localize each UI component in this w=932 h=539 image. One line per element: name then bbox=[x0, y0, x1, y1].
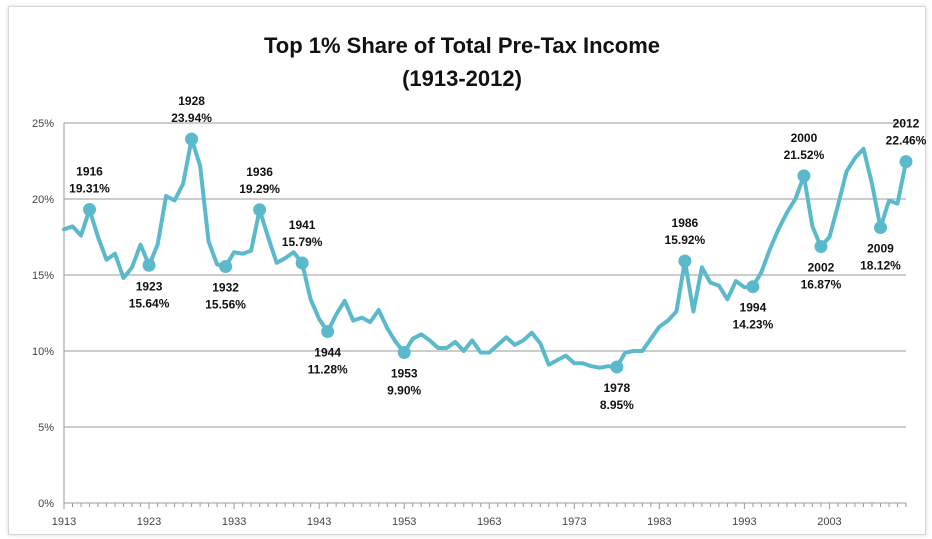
y-tick-label: 5% bbox=[38, 422, 54, 434]
annotation-year: 2000 bbox=[791, 131, 818, 145]
data-marker bbox=[185, 132, 199, 146]
data-marker bbox=[873, 221, 887, 235]
annotation-value: 15.92% bbox=[665, 233, 706, 247]
data-marker bbox=[397, 346, 411, 360]
annotation-value: 15.64% bbox=[129, 296, 170, 310]
annotation-value: 8.95% bbox=[600, 398, 634, 412]
annotation-year: 1944 bbox=[314, 346, 341, 360]
x-tick-label: 1923 bbox=[137, 516, 161, 528]
annotation-year: 1994 bbox=[740, 301, 767, 315]
annotation-year: 2002 bbox=[808, 261, 835, 275]
annotation-value: 15.56% bbox=[205, 297, 246, 311]
data-marker bbox=[610, 360, 624, 374]
annotation-year: 1916 bbox=[76, 164, 103, 178]
data-marker bbox=[253, 203, 267, 217]
annotation-value: 19.31% bbox=[69, 181, 110, 195]
x-tick-label: 1983 bbox=[647, 516, 671, 528]
x-tick-label: 2003 bbox=[817, 516, 841, 528]
y-tick-label: 15% bbox=[32, 270, 54, 282]
annotation-year: 1986 bbox=[672, 216, 699, 230]
y-tick-label: 0% bbox=[38, 498, 54, 510]
data-marker bbox=[142, 258, 156, 272]
chart-frame bbox=[8, 6, 926, 535]
data-marker bbox=[295, 256, 309, 270]
x-tick-label: 1973 bbox=[562, 516, 586, 528]
annotation-value: 14.23% bbox=[733, 318, 774, 332]
data-marker bbox=[814, 240, 828, 254]
annotation-value: 9.90% bbox=[387, 384, 421, 398]
annotation-value: 15.79% bbox=[282, 235, 323, 249]
x-tick-label: 1943 bbox=[307, 516, 331, 528]
annotation-value: 18.12% bbox=[860, 259, 901, 273]
annotation-value: 22.46% bbox=[886, 134, 927, 148]
annotation-year: 2009 bbox=[867, 242, 894, 256]
y-tick-label: 20% bbox=[32, 194, 54, 206]
x-tick-label: 1913 bbox=[52, 516, 76, 528]
data-marker bbox=[321, 325, 335, 339]
data-marker bbox=[746, 280, 760, 294]
data-marker bbox=[219, 259, 233, 273]
chart-subtitle: (1913-2012) bbox=[402, 66, 522, 91]
x-tick-label: 1953 bbox=[392, 516, 416, 528]
annotation-year: 2012 bbox=[893, 117, 920, 131]
annotation-year: 1923 bbox=[136, 279, 163, 293]
x-tick-label: 1993 bbox=[732, 516, 756, 528]
data-marker bbox=[678, 254, 692, 268]
x-tick-label: 1963 bbox=[477, 516, 501, 528]
y-tick-label: 25% bbox=[32, 118, 54, 130]
data-marker bbox=[797, 169, 811, 183]
data-marker bbox=[83, 202, 97, 216]
x-tick-label: 1933 bbox=[222, 516, 246, 528]
annotation-value: 23.94% bbox=[171, 111, 212, 125]
annotation-year: 1978 bbox=[603, 381, 630, 395]
y-tick-label: 10% bbox=[32, 346, 54, 358]
annotation-year: 1953 bbox=[391, 367, 418, 381]
annotation-year: 1941 bbox=[289, 218, 316, 232]
annotation-value: 21.52% bbox=[784, 148, 825, 162]
chart-title: Top 1% Share of Total Pre-Tax Income bbox=[264, 33, 660, 58]
annotation-value: 19.29% bbox=[239, 182, 280, 196]
annotation-value: 16.87% bbox=[801, 278, 842, 292]
annotation-value: 11.28% bbox=[308, 363, 348, 377]
annotation-year: 1928 bbox=[178, 94, 205, 108]
series-line bbox=[62, 137, 908, 370]
annotation-year: 1932 bbox=[212, 280, 239, 294]
annotation-year: 1936 bbox=[246, 165, 273, 179]
data-marker bbox=[899, 155, 913, 169]
